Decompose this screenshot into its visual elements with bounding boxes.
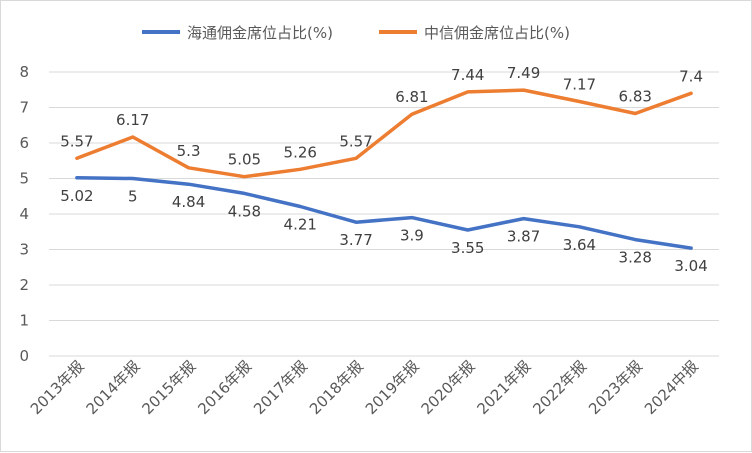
- y-tick-label: 6: [19, 134, 29, 152]
- legend: 海通佣金席位占比(%) 中信佣金席位占比(%): [142, 24, 570, 42]
- x-axis: 2013年报2014年报2015年报2016年报2017年报2018年报2019…: [27, 357, 702, 418]
- x-tick-label: 2015年报: [138, 357, 199, 418]
- x-tick-label: 2013年报: [27, 357, 88, 418]
- data-label: 3.87: [507, 228, 540, 246]
- x-tick-label: 2019年报: [362, 357, 423, 418]
- y-tick-label: 8: [19, 63, 29, 81]
- data-label: 3.28: [619, 249, 652, 267]
- x-tick-label: 2017年报: [250, 357, 311, 418]
- data-label: 5: [128, 188, 138, 206]
- data-label: 5.26: [284, 143, 317, 161]
- legend-label: 海通佣金席位占比(%): [187, 24, 333, 42]
- series-lines: [75, 88, 693, 250]
- data-label: 3.04: [674, 257, 707, 275]
- data-label: 6.81: [395, 88, 428, 106]
- y-tick-label: 7: [19, 99, 29, 117]
- x-tick-label: 2016年报: [194, 357, 255, 418]
- data-label: 4.21: [284, 216, 317, 234]
- data-label: 5.05: [228, 151, 261, 169]
- data-label: 4.84: [172, 193, 205, 211]
- data-label: 7.49: [507, 64, 540, 82]
- y-tick-label: 5: [19, 170, 29, 188]
- data-label: 5.57: [60, 132, 93, 150]
- data-label: 7.44: [451, 66, 484, 84]
- data-label: 5.57: [339, 132, 372, 150]
- y-tick-label: 3: [19, 241, 29, 259]
- data-label: 7.17: [563, 75, 596, 93]
- data-label: 3.64: [563, 236, 596, 254]
- x-tick-label: 2022年报: [529, 357, 590, 418]
- x-tick-label: 2018年报: [306, 357, 367, 418]
- x-tick-label: 2020年报: [418, 357, 479, 418]
- gridlines: [49, 71, 719, 357]
- legend-label: 中信佣金席位占比(%): [424, 24, 570, 42]
- data-label: 3.9: [400, 227, 424, 245]
- x-tick-label: 2014年报: [83, 357, 144, 418]
- y-tick-label: 2: [19, 276, 29, 294]
- y-tick-label: 0: [19, 347, 29, 365]
- x-tick-label: 2021年报: [473, 357, 534, 418]
- x-tick-label: 2023年报: [585, 357, 646, 418]
- data-label: 3.55: [451, 239, 484, 257]
- data-label: 5.3: [177, 142, 201, 160]
- series-line-0: [75, 176, 693, 250]
- data-label: 4.58: [228, 202, 261, 220]
- data-label: 5.02: [60, 187, 93, 205]
- data-label: 7.4: [679, 67, 703, 85]
- y-tick-label: 1: [19, 312, 29, 330]
- x-tick-label: 2024中报: [641, 357, 702, 418]
- y-axis: 0 1 2 3 4 5 6 7 8: [19, 63, 29, 365]
- data-label: 6.17: [116, 111, 149, 129]
- data-label: 6.83: [619, 88, 652, 106]
- data-labels: 5.02 5 4.84 4.58 4.21 3.77 3.9 3.55 3.87 3.64 3.28…: [60, 64, 708, 275]
- series-line-1: [75, 88, 693, 179]
- data-label: 3.77: [339, 231, 372, 249]
- y-tick-label: 4: [19, 205, 29, 223]
